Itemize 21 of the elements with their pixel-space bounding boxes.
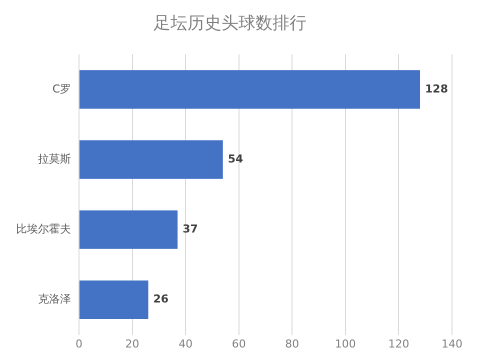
data-label: 54 — [228, 152, 244, 166]
bar — [80, 280, 148, 320]
bar — [80, 140, 223, 179]
x-tick-label: 20 — [125, 337, 140, 350]
data-label: 26 — [153, 292, 169, 306]
x-tick-label: 60 — [232, 337, 246, 350]
x-tick-label: 100 — [334, 337, 356, 350]
x-tick-label: 40 — [178, 337, 193, 350]
y-tick-label: C罗 — [52, 82, 71, 96]
data-label: 128 — [425, 82, 448, 96]
x-tick-label: 80 — [285, 337, 300, 350]
y-tick-label: 克洛泽 — [38, 292, 71, 306]
x-tick-label: 140 — [442, 337, 462, 350]
bar — [80, 70, 420, 109]
x-tick-label: 0 — [76, 337, 82, 350]
bar — [80, 210, 178, 249]
chart-title: 足坛历史头球数排行 — [154, 14, 306, 34]
data-label: 37 — [182, 222, 198, 236]
y-tick-label: 比埃尔霍夫 — [16, 222, 71, 236]
x-tick-label: 120 — [388, 337, 410, 350]
y-tick-label: 拉莫斯 — [38, 152, 71, 166]
